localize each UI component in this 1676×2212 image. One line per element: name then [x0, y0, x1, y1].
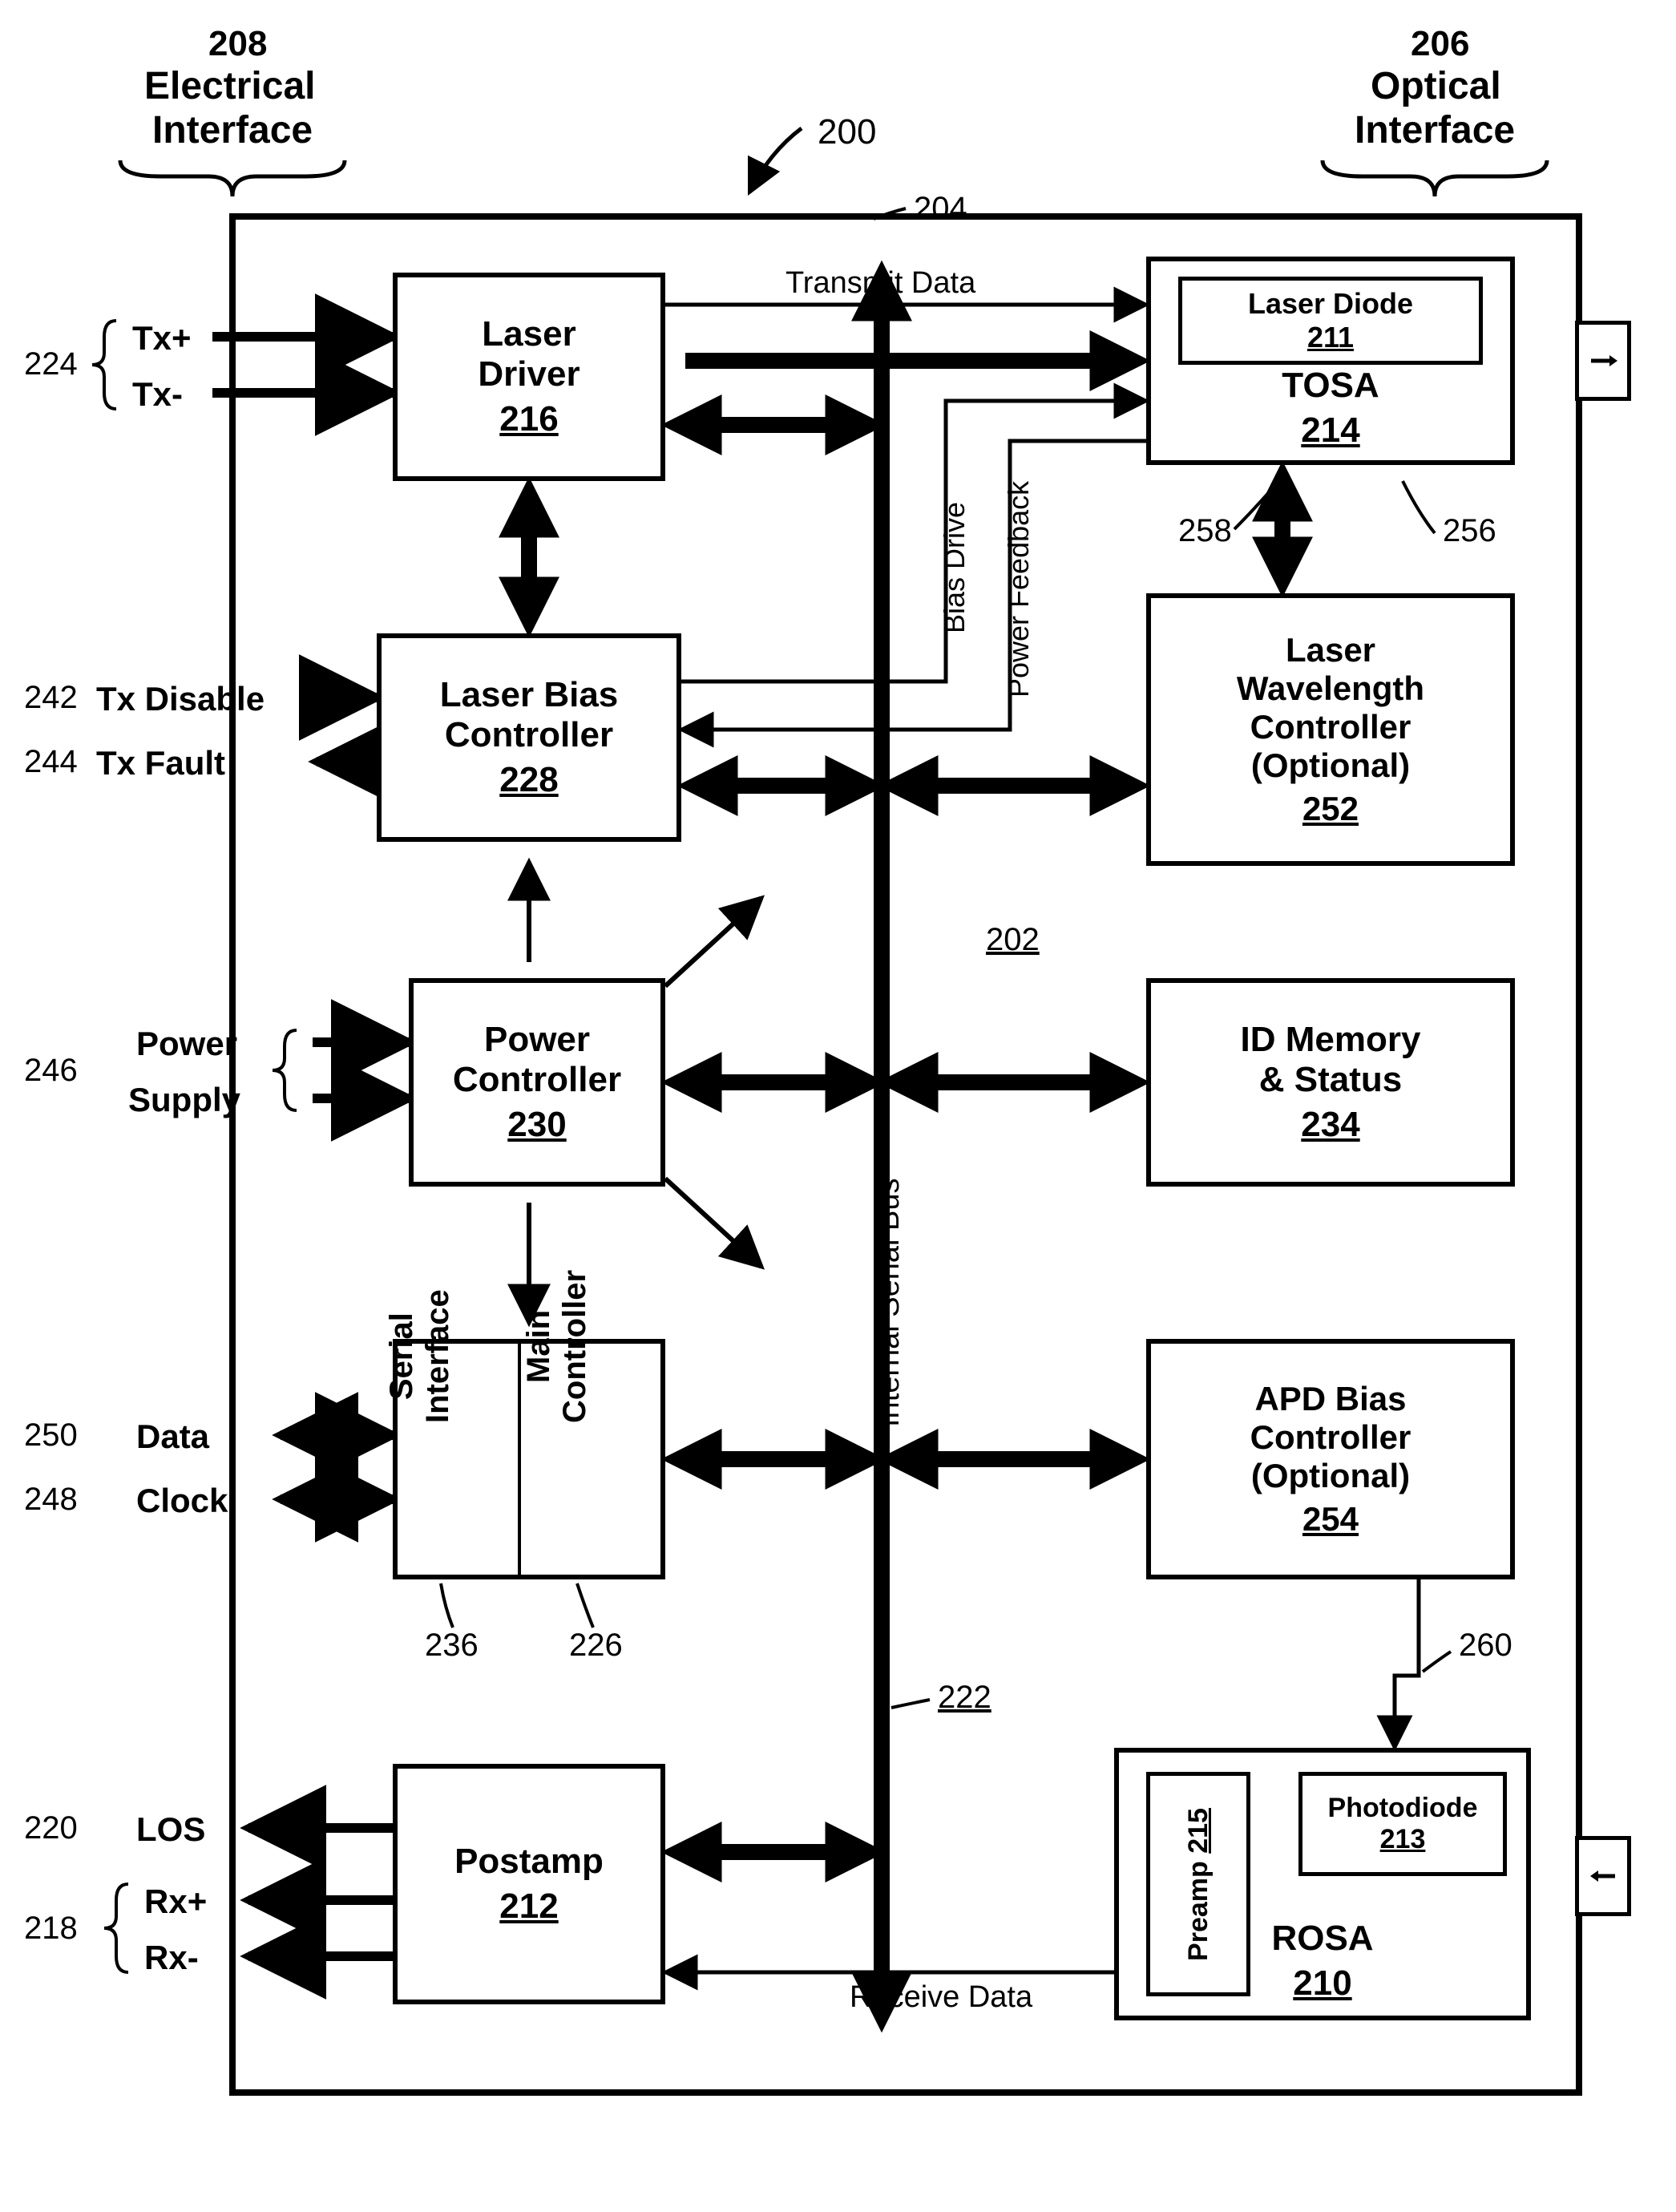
label-main-controller: MainController: [521, 1270, 593, 1423]
ref-248: 248: [24, 1482, 78, 1518]
block-title: LaserDriver: [478, 314, 580, 394]
block-laser-diode: Laser Diode 211: [1178, 277, 1483, 365]
block-postamp: Postamp 212: [393, 1764, 665, 2004]
ref-226: 226: [569, 1628, 623, 1664]
block-ref: 230: [507, 1105, 566, 1145]
label-supply: Supply: [128, 1081, 240, 1119]
block-title: TOSA: [1282, 366, 1379, 406]
block-preamp: Preamp 215: [1146, 1772, 1250, 1996]
ref-236: 236: [425, 1628, 479, 1664]
block-ref: 214: [1301, 410, 1359, 451]
label-serial-interface: SerialInterface: [384, 1289, 456, 1423]
label-txdisable: Tx Disable: [96, 680, 265, 718]
label-transmit-data: Transmit Data: [785, 266, 975, 301]
block-ref: 216: [499, 399, 558, 439]
label-electrical: Electrical: [144, 64, 315, 108]
block-title: ROSA: [1271, 1919, 1373, 1959]
label-data: Data: [136, 1417, 209, 1456]
block-ref: 212: [499, 1886, 558, 1927]
diagram-stage: 208 Electrical Interface 206 Optical Int…: [0, 0, 1676, 2212]
ref-200: 200: [818, 112, 876, 152]
block-ref: 210: [1293, 1963, 1351, 2004]
label-interface-r: Interface: [1355, 108, 1515, 152]
block-title: Postamp: [454, 1842, 604, 1882]
block-title: LaserWavelengthController(Optional): [1237, 631, 1424, 785]
block-title: PowerController: [453, 1020, 621, 1100]
block-id-memory: ID Memory& Status 234: [1146, 978, 1515, 1187]
ref-242: 242: [24, 680, 78, 716]
label-txplus: Tx+: [132, 319, 192, 358]
label-txminus: Tx-: [132, 375, 183, 414]
optical-in-port: [1575, 1836, 1631, 1916]
label-optical: Optical: [1371, 64, 1501, 108]
block-ref: 234: [1301, 1105, 1359, 1145]
ref-256: 256: [1443, 513, 1496, 549]
block-title: Photodiode: [1328, 1793, 1478, 1824]
optical-out-port: [1575, 321, 1631, 401]
ref-224: 224: [24, 346, 78, 382]
ref-218: 218: [24, 1911, 78, 1947]
label-rxminus: Rx-: [144, 1939, 199, 1977]
ref-258: 258: [1178, 513, 1232, 549]
block-title: ID Memory& Status: [1241, 1020, 1421, 1100]
ref-250: 250: [24, 1417, 78, 1454]
ref-246: 246: [24, 1053, 78, 1089]
label-power: Power: [136, 1025, 237, 1063]
label-clock: Clock: [136, 1482, 228, 1520]
block-ref: 252: [1302, 790, 1359, 828]
block-laser-bias: Laser BiasController 228: [377, 633, 681, 842]
block-title: Laser Diode: [1248, 287, 1413, 321]
ref-206: 206: [1411, 24, 1469, 64]
label-bias-drive: Bias Drive: [938, 502, 971, 633]
label-txfault: Tx Fault: [96, 744, 225, 782]
label-receive-data: Receive Data: [850, 1980, 1032, 2015]
ref-222: 222: [938, 1680, 991, 1716]
ref-244: 244: [24, 744, 78, 780]
label-rxplus: Rx+: [144, 1882, 207, 1921]
label-power-feedback: Power Feedback: [1002, 481, 1036, 698]
ref-202: 202: [986, 922, 1040, 958]
block-ref: 213: [1380, 1824, 1426, 1855]
label-los: LOS: [136, 1810, 205, 1849]
block-ref: 211: [1307, 321, 1354, 354]
label-internal-bus: Internal Serial Bus: [872, 1179, 907, 1428]
label-interface-l: Interface: [152, 108, 313, 152]
block-ref: 228: [499, 760, 558, 800]
block-serial-main: SerialInterface MainController: [393, 1339, 665, 1579]
ref-208: 208: [208, 24, 267, 64]
ref-220: 220: [24, 1810, 78, 1846]
block-title: Preamp 215: [1183, 1808, 1214, 1961]
block-laser-driver: LaserDriver 216: [393, 273, 665, 481]
ref-204: 204: [914, 191, 967, 227]
block-title: Laser BiasController: [440, 675, 619, 755]
block-wavelength: LaserWavelengthController(Optional) 252: [1146, 593, 1515, 866]
block-title: APD BiasController(Optional): [1250, 1380, 1411, 1495]
block-apd-bias: APD BiasController(Optional) 254: [1146, 1339, 1515, 1579]
ref-260: 260: [1459, 1628, 1512, 1664]
block-photodiode: Photodiode 213: [1298, 1772, 1507, 1876]
block-power-controller: PowerController 230: [409, 978, 665, 1187]
block-ref: 254: [1302, 1500, 1359, 1539]
